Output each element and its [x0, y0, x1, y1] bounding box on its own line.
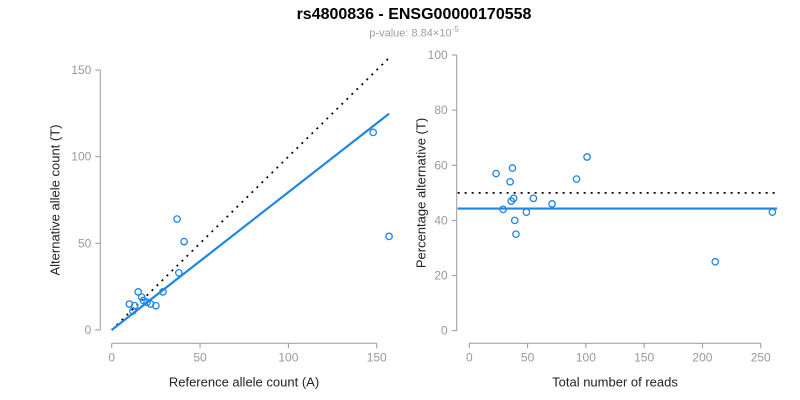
data-point — [711, 257, 720, 266]
data-point — [509, 194, 518, 203]
data-point — [583, 153, 591, 161]
data-point — [180, 237, 188, 246]
right-y-axis-label: Percentage alternative (T) — [413, 117, 429, 269]
data-point — [152, 301, 160, 310]
y-tick-label: 0 — [441, 324, 448, 338]
data-point — [548, 200, 556, 208]
data-points — [492, 153, 777, 266]
x-tick-label: 150 — [367, 350, 387, 364]
p-value-subtitle: p-value: 8.84×10-5 — [0, 25, 800, 40]
x-tick-label: 150 — [634, 350, 654, 364]
y-tick-label: 150 — [71, 63, 91, 77]
p-value-exponent: -5 — [451, 25, 459, 34]
right-plot: 0 50 100 150 200 250 0 20 40 60 80 100 — [428, 48, 778, 364]
data-point — [499, 205, 507, 214]
data-point — [130, 301, 139, 310]
data-point — [768, 208, 777, 216]
data-point — [173, 215, 181, 223]
data-point — [129, 307, 137, 315]
data-point — [174, 268, 183, 277]
y-tick-label: 20 — [434, 269, 448, 283]
data-point — [385, 232, 393, 241]
left-x-axis-label: Reference allele count (A) — [168, 374, 320, 390]
right-x-axis-label: Total number of reads — [552, 374, 678, 390]
y-tick-label: 100 — [428, 48, 448, 62]
y-axis: 0 50 100 150 — [71, 63, 101, 337]
x-tick-label: 50 — [521, 350, 535, 364]
x-axis: 0 50 100 150 200 250 — [466, 342, 771, 364]
dotted-reference-line — [111, 57, 390, 331]
data-point — [510, 216, 519, 225]
x-tick-label: 0 — [108, 350, 115, 364]
left-plot: 0 50 100 150 0 50 100 150 — [71, 57, 393, 364]
p-value-text: p-value: 8.84×10 — [369, 27, 452, 40]
fit-line — [111, 112, 390, 331]
y-tick-label: 50 — [78, 236, 92, 250]
y-tick-label: 0 — [85, 323, 92, 337]
x-axis: 0 50 100 150 — [108, 342, 387, 364]
x-tick-label: 250 — [751, 350, 771, 364]
data-point — [506, 177, 514, 186]
data-point — [572, 175, 581, 183]
data-point — [508, 164, 517, 172]
x-tick-label: 50 — [193, 350, 207, 364]
y-tick-label: 100 — [71, 150, 91, 164]
data-point — [159, 288, 167, 296]
data-point — [512, 230, 520, 239]
data-point — [492, 169, 500, 178]
page-title: rs4800836 - ENSG00000170558 — [296, 6, 532, 23]
data-point — [522, 208, 531, 216]
y-tick-label: 40 — [434, 213, 448, 227]
x-tick-label: 100 — [576, 350, 596, 364]
data-point — [369, 128, 378, 137]
y-axis: 0 20 40 60 80 100 — [428, 48, 458, 338]
x-tick-label: 0 — [466, 350, 473, 364]
data-point — [134, 288, 143, 296]
y-tick-label: 60 — [434, 158, 448, 172]
x-tick-label: 100 — [278, 350, 298, 364]
left-y-axis-label: Alternative allele count (T) — [47, 124, 63, 276]
data-points — [125, 128, 393, 315]
x-tick-label: 200 — [692, 350, 712, 364]
data-point — [529, 194, 538, 203]
y-tick-label: 80 — [434, 103, 448, 117]
